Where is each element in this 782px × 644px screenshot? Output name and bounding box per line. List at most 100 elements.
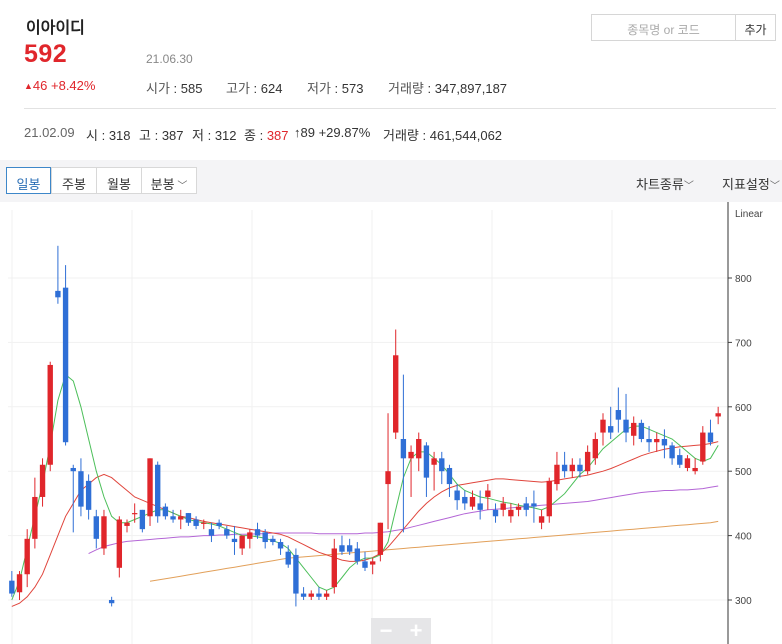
candlestick-chart[interactable]: 300 400 500 600 700 800 Linear	[0, 202, 782, 644]
candle-body	[607, 426, 614, 433]
y-tick-label: 500	[735, 467, 752, 478]
chevron-down-icon: ﹀	[683, 181, 694, 192]
hover-low: 저 : 312	[192, 128, 237, 143]
hover-volume: 거래량 : 461,544,062	[383, 128, 503, 143]
candle-body	[16, 574, 23, 593]
candle-body	[108, 600, 115, 604]
add-button[interactable]: 추가	[735, 14, 776, 41]
candle-body	[584, 451, 591, 472]
open-price: 시가 : 585	[146, 81, 203, 96]
candle-body	[70, 467, 76, 472]
search-input[interactable]: 종목명 or 코드	[591, 14, 736, 41]
indicator-label: 지표설정	[722, 177, 770, 192]
zoom-out-button[interactable]: −	[379, 618, 393, 643]
candle-body	[354, 548, 361, 562]
candle-body	[78, 471, 84, 507]
hover-date: 21.02.09	[24, 125, 75, 140]
candle-body	[615, 410, 622, 420]
candle-body	[631, 422, 637, 436]
candle-body	[124, 522, 130, 526]
candle-body	[416, 439, 422, 459]
hover-high-value: 387	[161, 128, 184, 143]
header-divider	[24, 108, 776, 109]
candle-body	[592, 439, 599, 459]
candle-body	[24, 538, 30, 575]
candle-body	[707, 432, 714, 443]
candle-body	[93, 516, 99, 539]
y-tick-label: 300	[735, 596, 752, 607]
candle-body	[646, 439, 652, 443]
candle-body	[500, 503, 506, 510]
candle-body	[262, 532, 268, 543]
candle-body	[462, 496, 468, 504]
candle-body	[439, 458, 445, 472]
candle-body	[377, 522, 384, 555]
candle-body	[454, 490, 460, 501]
tab-minute[interactable]: 분봉 ﹀	[141, 167, 197, 194]
zoom-in-button[interactable]: +	[409, 618, 423, 643]
open-label: 시가	[146, 81, 170, 96]
ma120-line	[149, 520, 719, 582]
candle-body	[446, 467, 453, 485]
candle-body	[323, 593, 330, 597]
candle-body	[600, 419, 606, 433]
candle-body	[669, 445, 675, 459]
candle-body	[178, 516, 184, 520]
y-tick-label: 400	[735, 532, 752, 543]
candle-body	[661, 439, 668, 446]
indicator-settings-dropdown[interactable]: 지표설정﹀	[722, 174, 780, 193]
candle-body	[469, 496, 476, 507]
candle-body	[193, 519, 199, 526]
current-price: 592	[24, 40, 68, 68]
candle-body	[431, 458, 437, 465]
candle-body	[385, 471, 391, 485]
hover-open-value: 318	[108, 128, 131, 143]
hover-volume-value: 461,544,062	[429, 128, 503, 143]
volume-label: 거래량	[388, 81, 424, 96]
stock-header: 이아이디 592 21.06.30 ▲46 +8.42% 시가 : 585 고가…	[0, 0, 782, 160]
candle-body	[346, 545, 353, 552]
candle-body	[293, 554, 299, 594]
candle-body	[369, 561, 376, 565]
candle-body	[316, 593, 322, 597]
candle-body	[9, 580, 15, 594]
low-price: 저가 : 573	[307, 81, 364, 96]
candle-body	[201, 522, 207, 524]
candle-body	[554, 464, 560, 485]
hover-open: 시 : 318	[86, 128, 131, 143]
candle-body	[55, 290, 61, 298]
candle-body	[116, 519, 123, 568]
tab-minute-label: 분봉	[150, 177, 175, 192]
chevron-down-icon: ﹀	[174, 181, 188, 192]
hover-open-label: 시	[86, 128, 98, 143]
candle-body	[147, 458, 153, 517]
scale-label: Linear	[735, 209, 763, 220]
candle-body	[492, 509, 499, 517]
candle-body	[362, 561, 368, 568]
high-price: 고가 : 624	[226, 81, 283, 96]
high-value: 624	[260, 81, 283, 96]
candle-body	[515, 506, 522, 510]
chart-type-dropdown[interactable]: 차트종류﹀	[636, 174, 694, 193]
hover-low-value: 312	[214, 128, 237, 143]
candle-body	[216, 522, 222, 526]
hover-close: 종 : 387	[244, 128, 289, 143]
candle-body	[423, 445, 430, 478]
y-tick-label: 700	[735, 338, 752, 349]
candle-body	[277, 542, 284, 549]
candle-body	[185, 513, 192, 523]
candle-body	[254, 529, 261, 536]
candle-body	[684, 458, 691, 468]
tab-monthly[interactable]: 월봉	[96, 167, 142, 194]
candle-body	[239, 535, 245, 549]
candle-body	[654, 439, 660, 443]
candle-body	[331, 548, 337, 588]
tab-daily[interactable]: 일봉	[6, 167, 51, 194]
hover-high-label: 고	[139, 128, 151, 143]
hover-change: ↑89 +29.87%	[294, 125, 371, 140]
candle-body	[508, 509, 514, 517]
y-tick-label: 600	[735, 403, 752, 414]
candle-body	[700, 432, 706, 462]
tab-weekly[interactable]: 주봉	[51, 167, 97, 194]
hover-close-label: 종	[244, 128, 256, 143]
